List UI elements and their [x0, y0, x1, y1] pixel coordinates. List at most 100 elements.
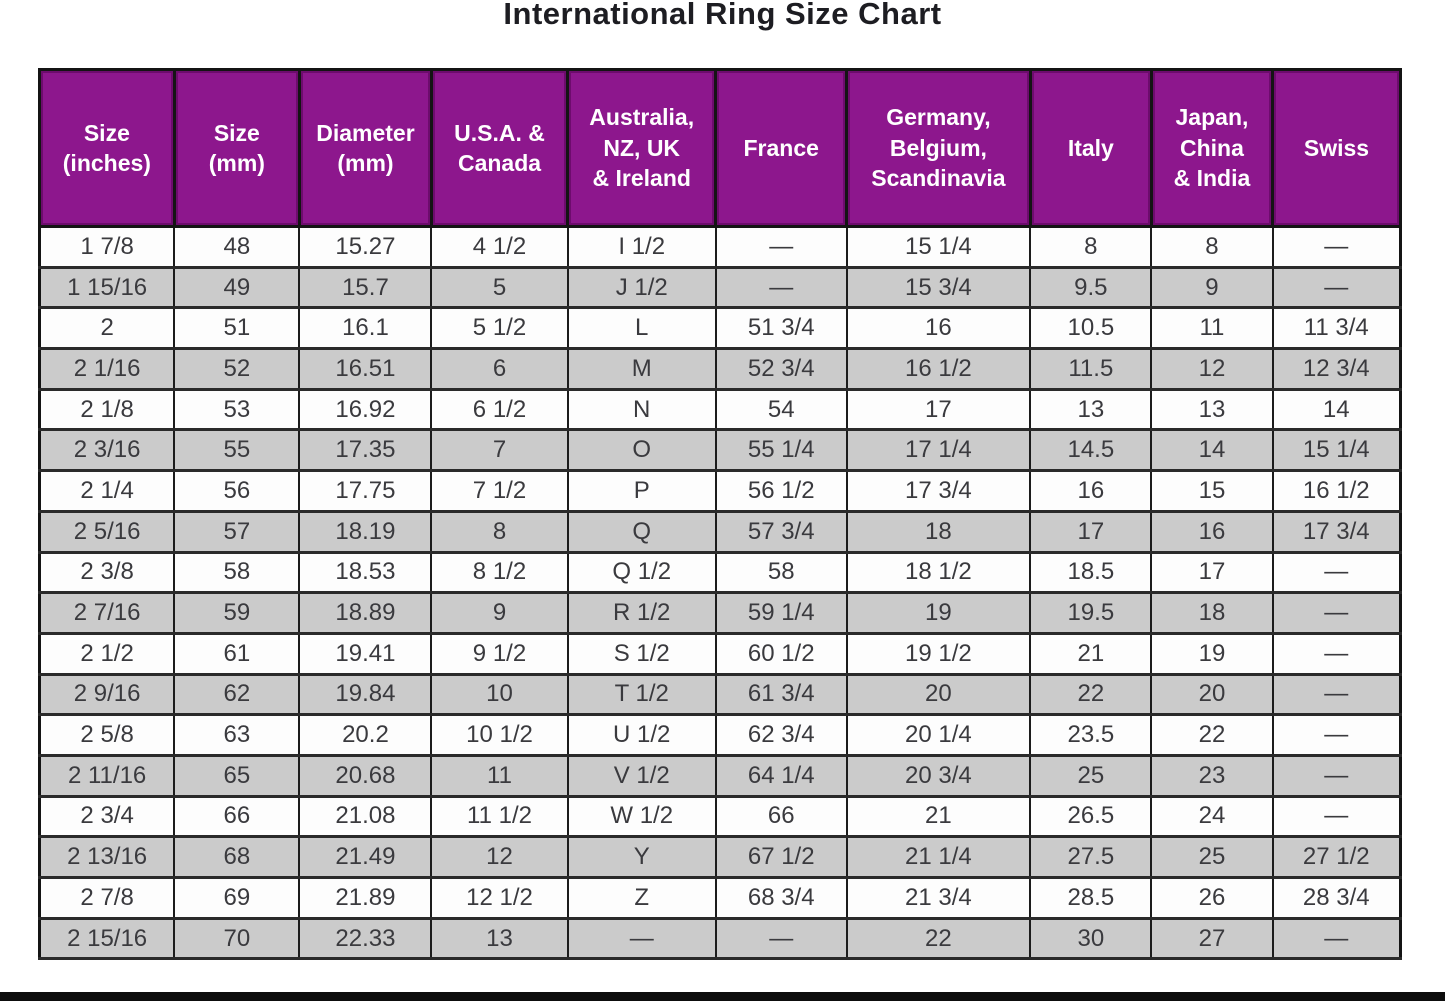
table-cell: Y — [566, 835, 717, 879]
table-cell: 24 — [1150, 794, 1274, 839]
table-cell: 5 1/2 — [430, 306, 569, 351]
table-cell: 13 — [1029, 387, 1153, 432]
table-cell: 18.19 — [298, 509, 433, 554]
table-cell: Z — [566, 876, 717, 920]
table-cell: 26.5 — [1029, 794, 1153, 839]
table-cell: 2 — [38, 306, 176, 351]
table-cell: 14 — [1150, 428, 1274, 473]
table-cell: 17.35 — [298, 428, 433, 473]
table-row: 2 7/8 69 21.89 12 1/2 Z 68 3/4 21 3/4 28.5 26 28 … — [38, 876, 1402, 920]
column-header: Size (mm) — [172, 68, 301, 228]
column-header: Swiss — [1271, 68, 1402, 228]
table-cell: 61 — [173, 631, 301, 676]
table-cell: — — [1271, 591, 1402, 635]
table-cell: J 1/2 — [566, 265, 717, 310]
table-cell: 2 1/16 — [38, 347, 176, 391]
table-cell: 68 — [173, 835, 301, 879]
table-cell: 55 — [173, 428, 301, 473]
table-cell: 16 — [845, 306, 1032, 351]
table-cell: 17 1/4 — [845, 428, 1032, 473]
table-cell: 15.7 — [298, 265, 433, 310]
table-cell: 30 — [1029, 916, 1153, 961]
table-cell: 20.68 — [298, 753, 433, 798]
table-cell: 17 — [1150, 550, 1274, 595]
table-cell: — — [1271, 794, 1402, 839]
column-header: France — [714, 68, 849, 228]
table-row: 1 15/16 49 15.7 5 J 1/2—15 3/4 9.5 9— — [38, 265, 1402, 310]
table-cell: 6 — [430, 347, 569, 391]
table-cell: 14 — [1271, 387, 1402, 432]
table-cell: 13 — [1150, 387, 1274, 432]
table-cell: 55 1/4 — [714, 428, 848, 473]
table-cell: 64 1/4 — [714, 753, 848, 798]
table-row: 2 11/16 65 20.68 11 V 1/2 64 1/4 20 3/4 25 23— — [38, 753, 1402, 798]
table-cell: 67 1/2 — [714, 835, 848, 879]
table-cell: 21 — [845, 794, 1032, 839]
table-cell: 2 7/8 — [38, 876, 176, 920]
table-cell: 2 5/8 — [38, 713, 176, 757]
table-cell: 15 3/4 — [845, 265, 1032, 310]
table-row: 2 3/16 55 17.35 7 O 55 1/4 17 1/4 14.5 14 15 1/4 — [38, 428, 1402, 473]
column-header: Diameter (mm) — [297, 68, 433, 228]
table-cell: 22 — [845, 916, 1032, 961]
table-cell: 25 — [1029, 753, 1153, 798]
table-cell: 15 1/4 — [845, 225, 1032, 269]
table-cell: 17.75 — [298, 469, 433, 513]
table-cell: 28.5 — [1029, 876, 1153, 920]
table-cell: 68 3/4 — [714, 876, 848, 920]
table-cell: 20 — [845, 672, 1032, 717]
table-cell: 20 3/4 — [845, 753, 1032, 798]
ring-size-table: Size (inches) Size (mm) Diameter (mm) U.S.A… — [38, 68, 1402, 961]
table-cell: 59 — [173, 591, 301, 635]
table-row: 2 3/4 66 21.08 11 1/2 W 1/2 66 21 26.5 24— — [38, 794, 1402, 839]
table-cell: 16 1/2 — [1271, 469, 1402, 513]
table-cell: 12 1/2 — [430, 876, 569, 920]
table-cell: 13 — [430, 916, 569, 961]
table-cell: 21.89 — [298, 876, 433, 920]
table-cell: 18.5 — [1029, 550, 1153, 595]
table-cell: 8 1/2 — [430, 550, 569, 595]
table-cell: T 1/2 — [566, 672, 717, 717]
table-cell: 20 — [1150, 672, 1274, 717]
header-row: Size (inches) Size (mm) Diameter (mm) U.S.A… — [38, 68, 1402, 228]
table-cell: 19.41 — [298, 631, 433, 676]
table-cell: 4 1/2 — [430, 225, 569, 269]
table-cell: 22 — [1150, 713, 1274, 757]
table-cell: 16.51 — [298, 347, 433, 391]
table-row: 1 7/8 48 15.27 4 1/2 I 1/2—15 1/4 8 8— — [38, 225, 1402, 269]
table-cell: 69 — [173, 876, 301, 920]
bottom-scan-bar — [0, 992, 1445, 1001]
table-cell: 17 3/4 — [1271, 509, 1402, 554]
table-cell: — — [714, 916, 848, 961]
table-cell: 18 — [1150, 591, 1274, 635]
table-cell: W 1/2 — [566, 794, 717, 839]
table-cell: 21 3/4 — [845, 876, 1032, 920]
table-cell: 54 — [714, 387, 848, 432]
table-cell: 7 1/2 — [430, 469, 569, 513]
table-cell: 8 — [430, 509, 569, 554]
table-cell: 17 3/4 — [845, 469, 1032, 513]
table-cell: 7 — [430, 428, 569, 473]
table-cell: 2 15/16 — [38, 916, 176, 961]
table-cell: 52 3/4 — [714, 347, 848, 391]
table-cell: 25 — [1150, 835, 1274, 879]
table-cell: 5 — [430, 265, 569, 310]
table-cell: 16 1/2 — [845, 347, 1032, 391]
table-cell: 19.84 — [298, 672, 433, 717]
table-cell: 65 — [173, 753, 301, 798]
table-cell: U 1/2 — [566, 713, 717, 757]
table-row: 2 7/16 59 18.89 9 R 1/2 59 1/4 19 19.5 18— — [38, 591, 1402, 635]
table-cell: — — [714, 225, 848, 269]
table-cell: 18 — [845, 509, 1032, 554]
table-cell: 2 3/8 — [38, 550, 176, 595]
table-row: 2 9/16 62 19.84 10 T 1/2 61 3/4 20 22 20— — [38, 672, 1402, 717]
table-cell: 62 3/4 — [714, 713, 848, 757]
column-header: Size (inches) — [38, 68, 176, 228]
table-cell: 9 1/2 — [430, 631, 569, 676]
table-row: 2 5/16 57 18.19 8 Q 57 3/4 18 17 16 17 3/4 — [38, 509, 1402, 554]
table-cell: 53 — [173, 387, 301, 432]
table-cell: 58 — [714, 550, 848, 595]
table-cell: 2 5/16 — [38, 509, 176, 554]
table-cell: 49 — [173, 265, 301, 310]
table-cell: 8 — [1150, 225, 1274, 269]
